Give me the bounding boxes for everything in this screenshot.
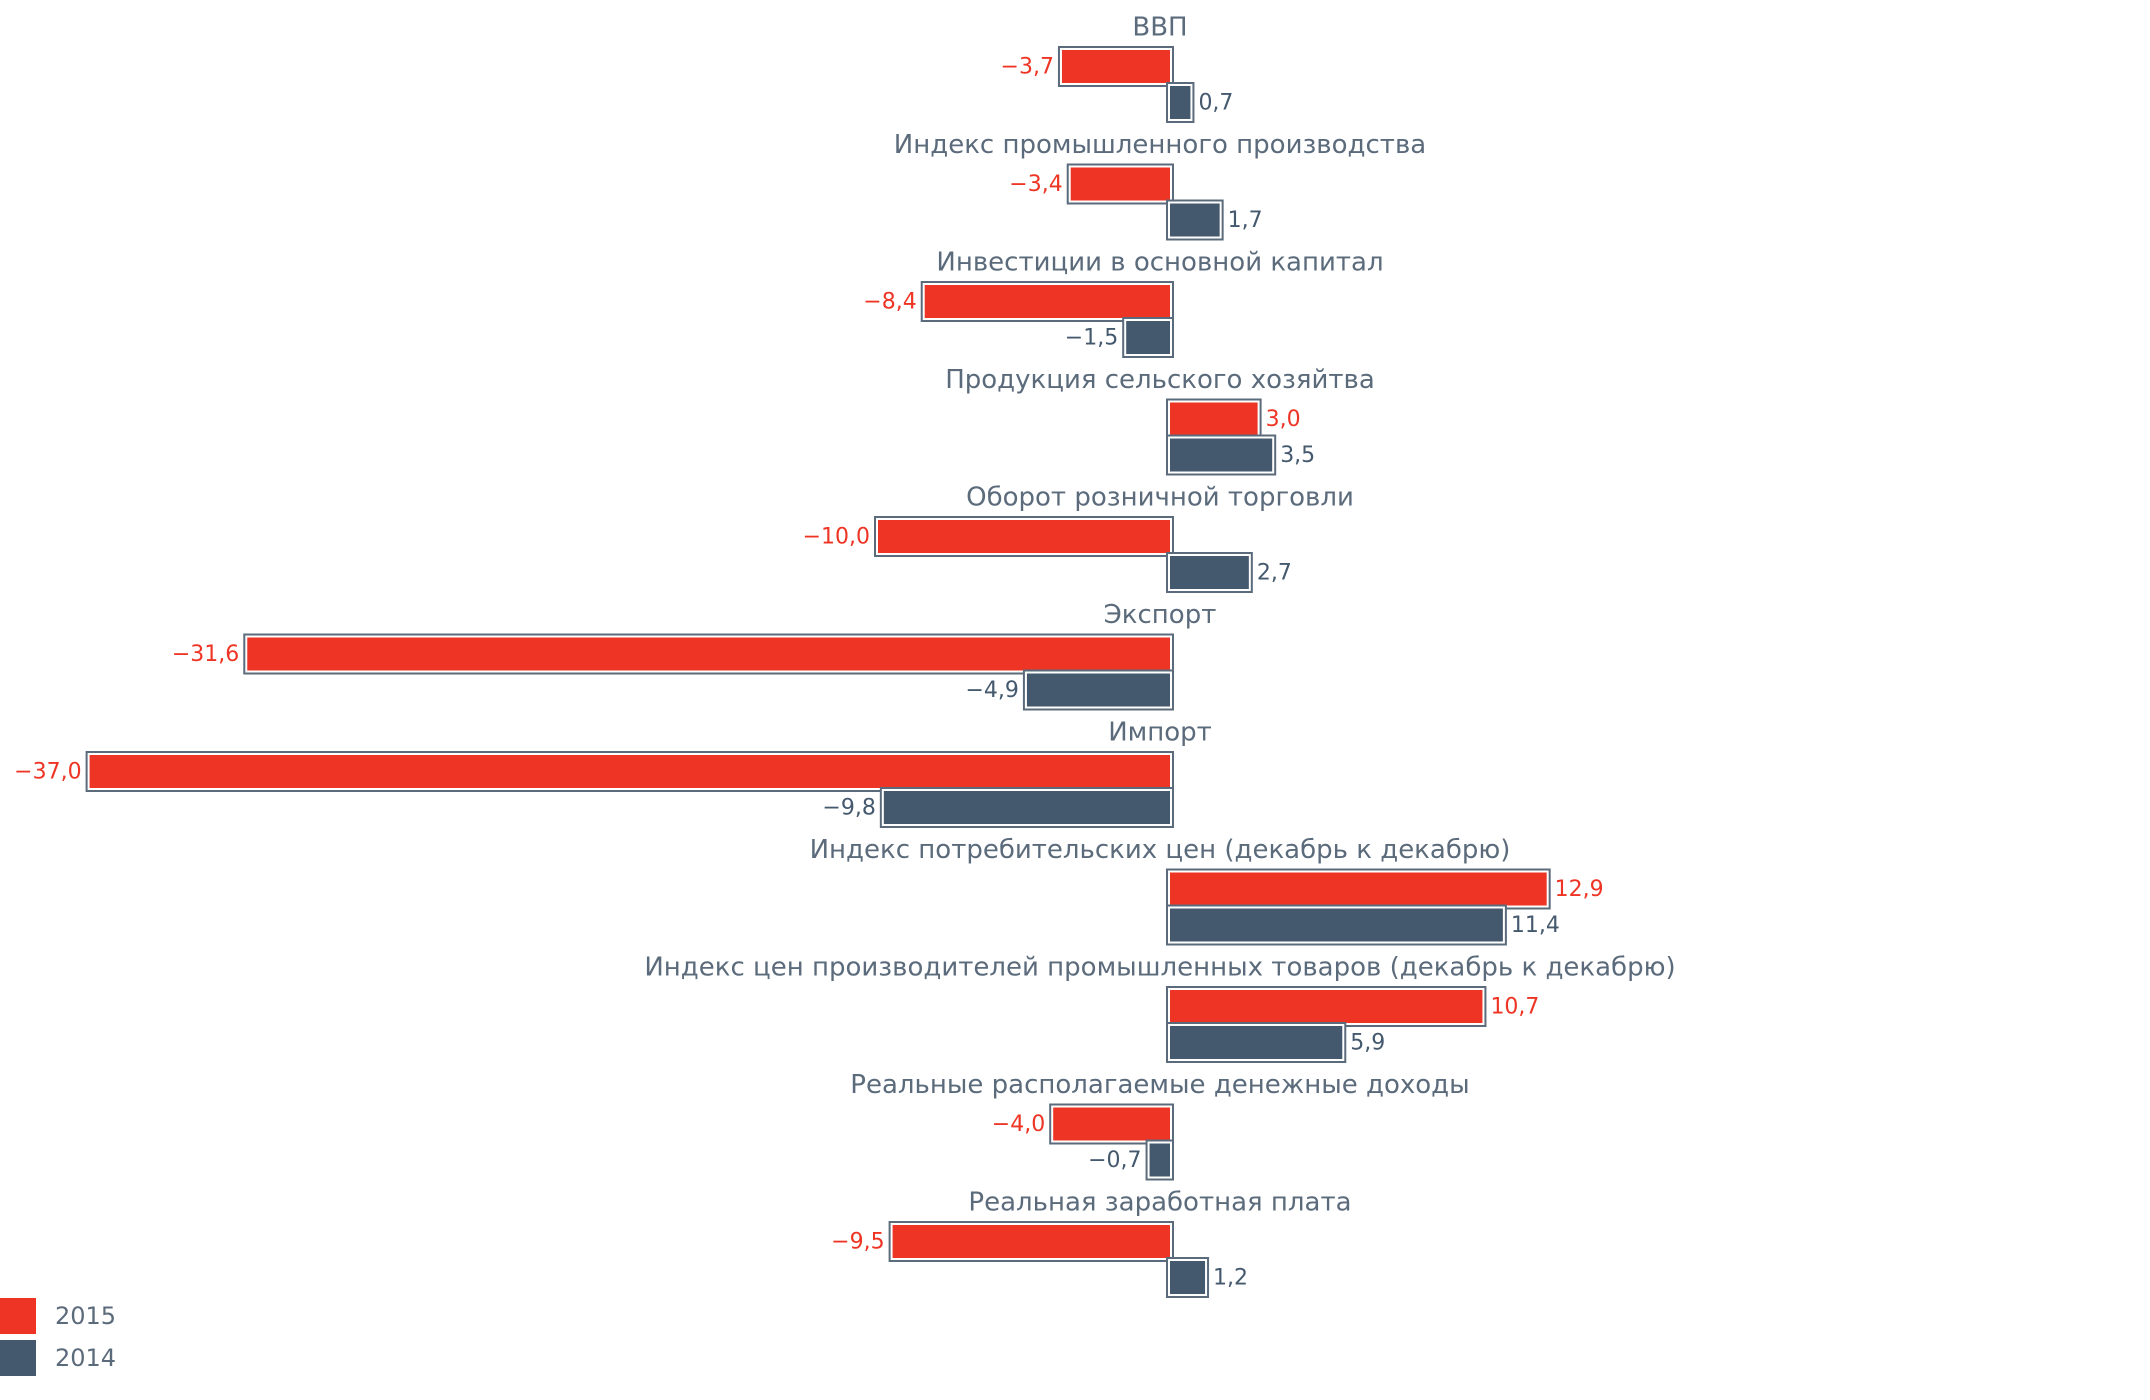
category-label: Индекс потребительских цен (декабрь к де…	[810, 835, 1511, 865]
data-label-2014: 1,7	[1228, 208, 1263, 233]
category-label: Импорт	[1108, 718, 1212, 748]
data-label-2014: −4,9	[965, 678, 1018, 703]
data-label-2015: −31,6	[172, 642, 239, 667]
data-label-2015: 10,7	[1490, 995, 1539, 1020]
data-label-2014: −1,5	[1065, 326, 1118, 351]
category-label: Индекс цен производителей промышленных т…	[644, 953, 1675, 983]
bar-2014	[1149, 1143, 1170, 1177]
category-label: Реальные располагаемые денежные доходы	[850, 1070, 1469, 1100]
data-label-2015: −10,0	[803, 525, 870, 550]
bar-2015	[1170, 872, 1547, 906]
data-label-2014: 1,2	[1213, 1266, 1248, 1291]
bar-2015	[892, 1225, 1170, 1258]
data-label-2015: −8,4	[863, 290, 916, 315]
bar-2014	[883, 791, 1170, 824]
bar-2014	[1170, 1261, 1206, 1294]
bar-2014	[1170, 556, 1249, 589]
bar-2015	[247, 637, 1170, 671]
bar-2014	[1126, 321, 1170, 354]
category-label: Экспорт	[1104, 600, 1217, 630]
bar-2014	[1170, 908, 1503, 942]
bar-2014	[1026, 673, 1170, 707]
data-label-2014: 11,4	[1511, 913, 1560, 938]
category-label: ВВП	[1132, 13, 1187, 43]
bar-2015	[924, 285, 1170, 318]
data-label-2014: 3,5	[1280, 443, 1315, 468]
bar-2015	[1170, 402, 1258, 436]
data-label-2014: 0,7	[1198, 91, 1233, 116]
legend-label-2014: 2014	[55, 1344, 116, 1372]
bar-2015	[1170, 990, 1483, 1023]
bar-2015	[1070, 167, 1170, 201]
bar-2014	[1170, 438, 1273, 472]
data-label-2014: 2,7	[1257, 561, 1292, 586]
category-label: Оборот розничной торговли	[966, 483, 1354, 513]
bar-2015	[89, 755, 1171, 788]
data-label-2015: −3,7	[1001, 55, 1054, 80]
data-label-2015: 12,9	[1555, 877, 1604, 902]
data-label-2014: −9,8	[822, 796, 875, 821]
category-label: Реальная заработная плата	[968, 1188, 1351, 1218]
data-label-2015: −4,0	[992, 1112, 1045, 1137]
category-label: Индекс промышленного производства	[894, 130, 1426, 160]
data-label-2015: −9,5	[831, 1230, 884, 1255]
data-label-2015: −37,0	[14, 760, 81, 785]
bar-2015	[1061, 50, 1170, 83]
chart-legend: 2015 2014	[0, 1298, 116, 1376]
category-label: Продукция сельского хозяйтва	[945, 365, 1375, 395]
data-label-2014: 5,9	[1350, 1031, 1385, 1056]
legend-swatch-2014	[0, 1340, 36, 1376]
category-label: Инвестиции в основной капитал	[936, 248, 1383, 278]
bar-2015	[878, 520, 1170, 553]
data-label-2015: 3,0	[1266, 407, 1301, 432]
data-label-2015: −3,4	[1009, 172, 1062, 197]
legend-swatch-2015	[0, 1298, 36, 1334]
chart-bars: ВВП −3,7 0,7 Индекс промышленного производс…	[14, 13, 1676, 1298]
bar-2014	[1170, 86, 1191, 119]
bar-2014	[1170, 1026, 1343, 1059]
bar-2014	[1170, 203, 1220, 237]
data-label-2014: −0,7	[1088, 1148, 1141, 1173]
bar-2015	[1053, 1107, 1170, 1141]
legend-label-2015: 2015	[55, 1302, 116, 1330]
